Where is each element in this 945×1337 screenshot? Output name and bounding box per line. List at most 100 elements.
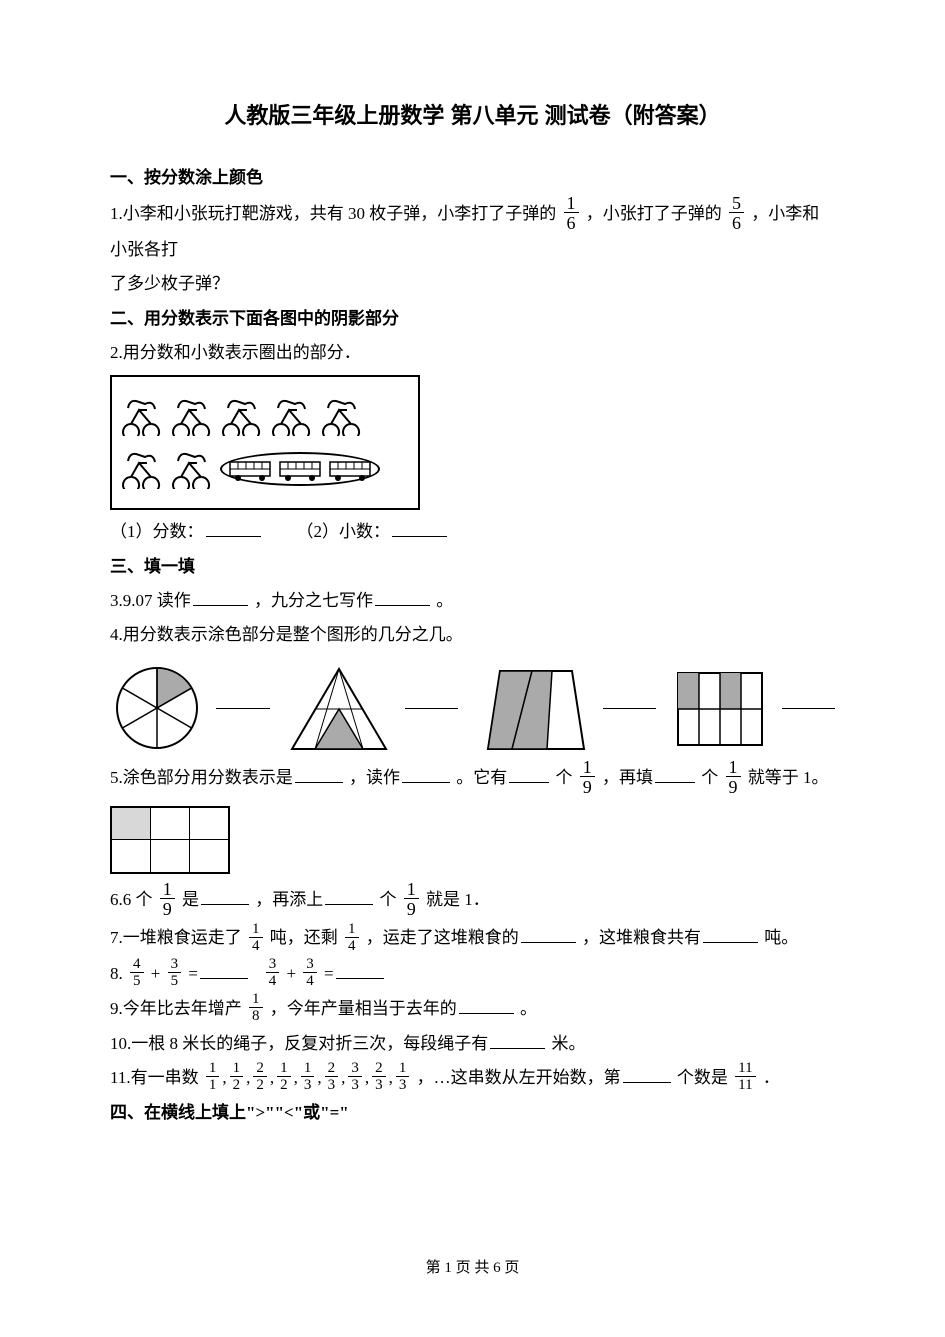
q7-fraction-2: 14 bbox=[345, 922, 359, 954]
bike-icon bbox=[270, 396, 312, 436]
question-5: 5.涂色部分用分数表示是 ，读作 。它有 个 19 ，再填 个 19 就等于 1… bbox=[110, 760, 835, 798]
q2-label-fraction: （1）分数： bbox=[110, 522, 204, 541]
q6-text-c: ，再添上 bbox=[255, 890, 323, 909]
q11-text-b: ，…这串数从左开始数，第 bbox=[417, 1068, 621, 1087]
q7-blank-1[interactable] bbox=[521, 925, 576, 944]
q4-blank-3[interactable] bbox=[603, 708, 656, 709]
page-footer: 第 1 页 共 6 页 bbox=[0, 1254, 945, 1283]
q6-text-a: 6.6 个 bbox=[110, 890, 153, 909]
q1-text-a: 1.小李和小张玩打靶游戏，共有 30 枚子弹，小李打了子弹的 bbox=[110, 204, 556, 223]
q7-text-a: 7.一堆粮食运走了 bbox=[110, 928, 242, 947]
q5-text-b: ，读作 bbox=[349, 768, 400, 787]
q5-blank-4[interactable] bbox=[655, 765, 695, 784]
question-11: 11.有一串数 11,12,22,12,13,23,33,23,13 ，…这串数… bbox=[110, 1062, 835, 1095]
q1-text-b: ，小张打了子弹的 bbox=[586, 204, 722, 223]
q5-text-d: 个 bbox=[556, 768, 573, 787]
q9-fraction: 18 bbox=[249, 992, 263, 1024]
q7-fraction-1: 14 bbox=[249, 922, 263, 954]
q6-text-e: 就是 1． bbox=[426, 890, 490, 909]
q6-text-d: 个 bbox=[380, 890, 397, 909]
bus-icon bbox=[328, 456, 372, 482]
section-2-heading: 二、用分数表示下面各图中的阴影部分 bbox=[110, 303, 835, 335]
q11-seq-fraction: 13 bbox=[396, 1061, 410, 1093]
q5-text-a: 5.涂色部分用分数表示是 bbox=[110, 768, 293, 787]
bike-icon bbox=[120, 449, 162, 489]
q3-blank-1[interactable] bbox=[193, 587, 248, 606]
q11-seq-fraction: 23 bbox=[325, 1061, 339, 1093]
q5-blank-1[interactable] bbox=[295, 765, 343, 784]
section-3-heading: 三、填一填 bbox=[110, 551, 835, 583]
q3-text-a: 3.9.07 读作 bbox=[110, 591, 191, 610]
q6-blank-1[interactable] bbox=[201, 887, 249, 906]
q8-fraction-4: 34 bbox=[303, 957, 317, 989]
circled-group bbox=[220, 452, 380, 486]
bus-icon bbox=[228, 456, 272, 482]
bike-row-1 bbox=[120, 396, 410, 436]
q8-plus-1: + bbox=[151, 964, 161, 983]
q9-text-b: ，今年产量相当于去年的 bbox=[270, 999, 457, 1018]
q9-text-a: 9.今年比去年增产 bbox=[110, 999, 242, 1018]
q11-seq-fraction: 23 bbox=[372, 1061, 386, 1093]
question-1: 1.小李和小张玩打靶游戏，共有 30 枚子弹，小李打了子弹的 1 6 ，小张打了… bbox=[110, 196, 835, 266]
q9-blank[interactable] bbox=[459, 995, 514, 1014]
question-6: 6.6 个 19 是 ，再添上 个 19 就是 1． bbox=[110, 882, 835, 920]
question-4: 4.用分数表示涂色部分是整个图形的几分之几。 bbox=[110, 619, 835, 651]
q8-eq-2: = bbox=[324, 964, 334, 983]
q4-blank-4[interactable] bbox=[782, 708, 835, 709]
question-7: 7.一堆粮食运走了 14 吨，还剩 14 ，运走了这堆粮食的 ，这堆粮食共有 吨… bbox=[110, 922, 835, 955]
page-title: 人教版三年级上册数学 第八单元 测试卷（附答案） bbox=[110, 95, 835, 137]
q5-text-e: ，再填 bbox=[602, 768, 653, 787]
bike-icon bbox=[120, 396, 162, 436]
q1-fraction-1: 1 6 bbox=[564, 194, 579, 232]
section-1-heading: 一、按分数涂上颜色 bbox=[110, 162, 835, 194]
q5-fraction-1: 19 bbox=[580, 758, 595, 796]
q2-label-decimal: （2）小数： bbox=[297, 522, 391, 541]
q7-text-b: 吨，还剩 bbox=[270, 928, 338, 947]
question-2: 2.用分数和小数表示圈出的部分． bbox=[110, 337, 835, 369]
q3-blank-2[interactable] bbox=[375, 587, 430, 606]
q2-blank-decimal[interactable] bbox=[392, 519, 447, 538]
q1-text-d: 了多少枚子弹？ bbox=[110, 268, 835, 300]
q2-answer-labels: （1）分数： （2）小数： bbox=[110, 516, 835, 548]
q11-text-d: ． bbox=[763, 1068, 780, 1087]
question-10: 10.一根 8 米长的绳子，反复对折三次，每段绳子有 米。 bbox=[110, 1028, 835, 1060]
q5-text-g: 就等于 1。 bbox=[748, 768, 829, 787]
q7-text-d: ，这堆粮食共有 bbox=[582, 928, 701, 947]
q2-blank-fraction[interactable] bbox=[206, 519, 261, 538]
bike-icon bbox=[170, 449, 212, 489]
q4-blank-2[interactable] bbox=[405, 708, 458, 709]
q5-text-c: 。它有 bbox=[456, 768, 507, 787]
q11-seq-fraction: 13 bbox=[301, 1061, 315, 1093]
q11-seq-fraction: 22 bbox=[253, 1061, 267, 1093]
q10-text-a: 10.一根 8 米长的绳子，反复对折三次，每段绳子有 bbox=[110, 1034, 488, 1053]
q7-text-c: ，运走了这堆粮食的 bbox=[366, 928, 519, 947]
q8-blank-1[interactable] bbox=[200, 960, 248, 979]
bus-icon bbox=[278, 456, 322, 482]
q8-plus-2: + bbox=[286, 964, 296, 983]
q11-blank[interactable] bbox=[623, 1064, 671, 1083]
section-4-heading: 四、在横线上填上">""<"或"=" bbox=[110, 1097, 835, 1129]
q9-text-c: 。 bbox=[520, 999, 537, 1018]
q11-fraction-last: 1111 bbox=[735, 1061, 755, 1093]
q11-text-a: 11.有一串数 bbox=[110, 1068, 199, 1087]
q3-text-b: ，九分之七写作 bbox=[254, 591, 373, 610]
q6-blank-2[interactable] bbox=[325, 887, 373, 906]
q6-fraction-2: 19 bbox=[404, 880, 419, 918]
q6-text-b: 是 bbox=[182, 890, 199, 909]
triangle-shape bbox=[284, 661, 391, 756]
q11-seq-fraction: 12 bbox=[230, 1061, 244, 1093]
q5-blank-2[interactable] bbox=[402, 765, 450, 784]
q10-blank[interactable] bbox=[490, 1030, 545, 1049]
pie-shape bbox=[110, 661, 202, 756]
q11-text-c: 个数是 bbox=[677, 1068, 728, 1087]
q1-fraction-2: 5 6 bbox=[729, 194, 744, 232]
q4-blank-1[interactable] bbox=[216, 708, 269, 709]
q8-blank-2[interactable] bbox=[336, 960, 384, 979]
q7-blank-2[interactable] bbox=[703, 925, 758, 944]
bike-icon bbox=[220, 396, 262, 436]
grid-shape bbox=[670, 661, 767, 756]
q10-text-b: 米。 bbox=[552, 1034, 586, 1053]
q3-text-c: 。 bbox=[436, 591, 453, 610]
q5-blank-3[interactable] bbox=[509, 765, 549, 784]
q6-fraction-1: 19 bbox=[160, 880, 175, 918]
